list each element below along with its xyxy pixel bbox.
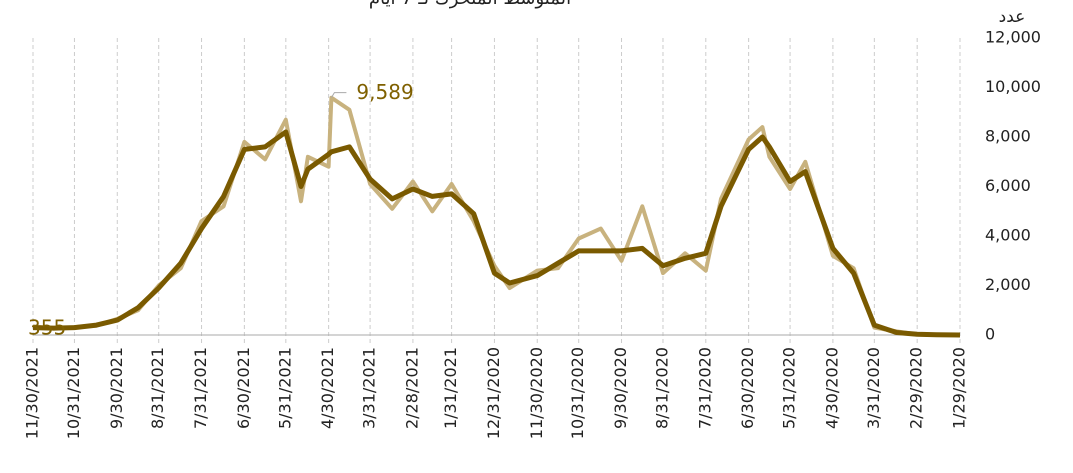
x-tick-label: 8/31/2020 (652, 347, 671, 429)
x-tick-label: 11/30/2020 (527, 347, 546, 439)
x-tick-label: 9/30/2020 (611, 347, 630, 429)
y-tick-label: 2,000 (985, 275, 1031, 294)
series-line (32, 129, 961, 338)
y-axis-label: عدد (999, 7, 1026, 27)
y-tick-label: 8,000 (985, 127, 1031, 146)
x-tick-label: 10/31/2020 (568, 347, 587, 439)
x-tick-label: 2/28/2021 (402, 347, 421, 429)
annotation: 9,589 (356, 80, 413, 104)
x-tick-label: 12/31/2020 (484, 347, 503, 439)
x-tick-label: 6/30/2020 (738, 347, 757, 429)
x-tick-label: 1/29/2020 (950, 347, 969, 429)
x-tick-label: 1/31/2021 (441, 347, 460, 429)
x-tick-label: 2/29/2020 (907, 347, 926, 429)
x-tick-label: 4/30/2021 (318, 347, 337, 429)
x-tick-label: 11/30/2021 (23, 347, 42, 439)
y-tick-label: 12,000 (985, 28, 1041, 47)
y-tick-label: 6,000 (985, 176, 1031, 195)
x-tick-label: 7/31/2021 (191, 347, 210, 429)
annotation: 355 (28, 316, 66, 340)
x-tick-label: 4/30/2020 (822, 347, 841, 429)
x-tick-label: 5/31/2021 (275, 347, 294, 429)
x-tick-label: 9/30/2021 (107, 347, 126, 429)
x-tick-label: 10/31/2021 (64, 347, 83, 439)
annotation-leader (330, 92, 347, 98)
x-tick-label: 7/31/2020 (695, 347, 714, 429)
x-tick-label: 6/30/2021 (234, 347, 253, 429)
x-tick-label: 3/31/2020 (864, 347, 883, 429)
x-tick-label: 8/31/2021 (148, 347, 167, 429)
x-tick-label: 3/31/2021 (360, 347, 379, 429)
chart-title: المتوسط المتحرك لـ 7 أيام (369, 0, 571, 9)
y-tick-label: 4,000 (985, 226, 1031, 245)
x-tick-label: 5/31/2020 (780, 347, 799, 429)
y-tick-label: 10,000 (985, 77, 1041, 96)
y-tick-label: 0 (985, 325, 995, 344)
